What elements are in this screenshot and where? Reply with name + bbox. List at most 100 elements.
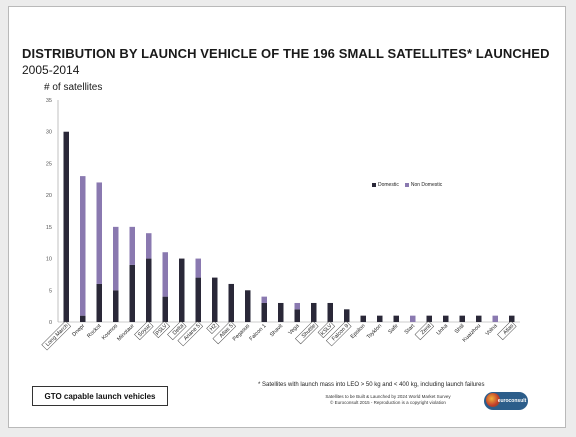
x-tick-group: Vega (288, 323, 302, 337)
x-tick-group: PSLV (152, 320, 171, 339)
logo-text: euroconsult (497, 398, 527, 404)
y-tick-label: 10 (46, 257, 52, 263)
bar-non-domestic (410, 315, 416, 322)
x-tick-label: Start (404, 323, 417, 336)
chart-bars (63, 131, 515, 322)
x-tick-label: Long March (45, 323, 70, 348)
bar-domestic (179, 258, 185, 322)
bar-domestic (80, 315, 86, 322)
euroconsult-logo: euroconsult (484, 392, 528, 410)
x-tick-label: H2 (209, 323, 218, 332)
x-tick-group: Shavit (269, 323, 284, 338)
chart-subtitle: 2005-2014 (22, 63, 80, 77)
bar-domestic (344, 309, 350, 322)
x-tick-label: Zenit (420, 323, 433, 336)
legend-item-domestic: Domestic (372, 182, 399, 188)
bar-domestic (212, 277, 218, 322)
bar-domestic (377, 315, 383, 322)
bar-non-domestic (80, 176, 86, 316)
y-tick-label: 25 (46, 161, 52, 167)
x-tick-group: Volna (485, 323, 500, 338)
chart-title: DISTRIBUTION BY LAUNCH VEHICLE OF THE 19… (22, 46, 550, 61)
x-tick-label: Shuttle (301, 323, 317, 339)
bar-domestic (311, 302, 317, 322)
gto-box-marker (167, 320, 187, 341)
gto-box-marker (206, 320, 220, 334)
x-tick-label: Safir (387, 323, 399, 335)
bar-non-domestic (492, 315, 498, 322)
x-tick-label: Volna (485, 323, 500, 338)
gto-box-marker (41, 320, 72, 351)
globe-icon (486, 393, 500, 407)
gto-box-marker (152, 320, 171, 339)
y-tick-label: 20 (46, 193, 52, 199)
footnote: * Satellites with launch mass into LEO >… (258, 382, 485, 388)
x-tick-group: Minotaur (116, 323, 135, 342)
bar-non-domestic (146, 233, 152, 259)
bar-non-domestic (96, 182, 102, 284)
x-tick-group: Shtil (454, 323, 466, 335)
y-axis-label: # of satellites (44, 82, 103, 93)
bar-domestic (113, 290, 119, 322)
x-tick-group: Falcon 1 (248, 323, 267, 342)
x-tick-group: Kuaizhou (462, 323, 482, 343)
legend-swatch-domestic (372, 183, 376, 187)
bar-domestic (476, 315, 482, 322)
x-tick-group: Epsilon (350, 323, 367, 340)
x-tick-group: Pegasus (232, 323, 252, 343)
x-tick-label: Tsyklon (366, 323, 383, 340)
y-tick-label: 30 (46, 130, 52, 136)
bar-domestic (228, 283, 234, 322)
bar-domestic (509, 315, 515, 322)
gto-box-marker (497, 320, 517, 341)
bar-domestic (327, 302, 333, 322)
bar-non-domestic (195, 258, 201, 278)
x-tick-group: Long March (41, 320, 72, 351)
bar-domestic (426, 315, 432, 322)
gto-box-marker (295, 320, 319, 345)
x-tick-group: Zenit (414, 320, 435, 341)
source-note: Satellites to be Built & Launched by 202… (300, 394, 476, 406)
bar-domestic (294, 309, 300, 322)
gto-box-marker (177, 320, 204, 347)
legend-item-non-domestic: Non Domestic (404, 182, 443, 188)
x-tick-label: Dnepr (71, 323, 86, 338)
legend-label-domestic: Domestic (378, 182, 399, 188)
legend-swatch-non-domestic (404, 183, 409, 187)
x-tick-group: Shuttle (295, 320, 319, 345)
x-tick-label: Pegasus (232, 323, 252, 343)
x-tick-group: KSLV (317, 320, 336, 339)
x-tick-group: Safir (387, 323, 399, 335)
bar-domestic (245, 290, 251, 322)
bar-non-domestic (162, 252, 168, 297)
gto-legend-box: GTO capable launch vehicles (32, 386, 168, 406)
x-tick-group: Tsyklon (366, 323, 383, 340)
bar-domestic (393, 315, 399, 322)
chart-legend: Domestic Non Domestic (372, 182, 448, 188)
x-tick-label: Shavit (269, 323, 284, 338)
bar-non-domestic (261, 296, 267, 303)
x-tick-label: Shtil (454, 323, 466, 335)
bar-domestic (261, 302, 267, 322)
y-tick-label: 5 (49, 288, 52, 294)
bar-domestic (360, 315, 366, 322)
x-tick-group: H2 (206, 320, 220, 334)
bar-domestic (129, 264, 135, 322)
x-tick-label: Kuaizhou (462, 323, 482, 343)
gto-box-marker (212, 320, 237, 345)
x-tick-label: Vega (288, 323, 302, 337)
y-tick-label: 15 (46, 225, 52, 231)
bar-domestic (162, 296, 168, 322)
legend-label-non-domestic: Non Domestic (410, 182, 443, 188)
y-tick-label: 0 (49, 320, 52, 326)
x-tick-label: PSLV (155, 323, 169, 337)
bar-domestic (459, 315, 465, 322)
x-tick-label: Epsilon (350, 323, 367, 340)
bar-non-domestic (294, 302, 300, 310)
x-tick-label: Unha (436, 323, 450, 337)
bar-domestic (146, 258, 152, 322)
x-tick-group: Unha (436, 323, 450, 337)
x-tick-label: Soyuz (137, 323, 152, 338)
gto-box-marker (325, 320, 352, 347)
gto-box-marker (317, 320, 336, 339)
